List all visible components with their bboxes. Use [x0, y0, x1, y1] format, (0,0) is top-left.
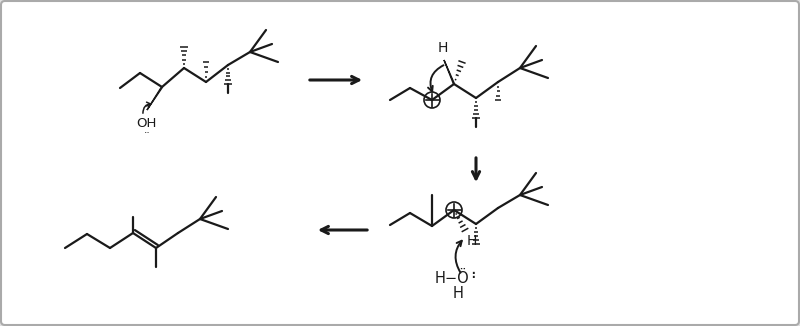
Text: ·: ·: [470, 269, 476, 287]
Text: OH: OH: [136, 117, 156, 130]
Text: ··: ··: [144, 128, 150, 138]
Text: H: H: [467, 234, 478, 248]
Polygon shape: [444, 60, 454, 84]
Polygon shape: [147, 87, 162, 110]
Text: H: H: [438, 41, 448, 55]
Text: ·: ·: [470, 265, 476, 283]
Text: H−Ö: H−Ö: [434, 271, 470, 286]
Text: H: H: [453, 286, 463, 301]
